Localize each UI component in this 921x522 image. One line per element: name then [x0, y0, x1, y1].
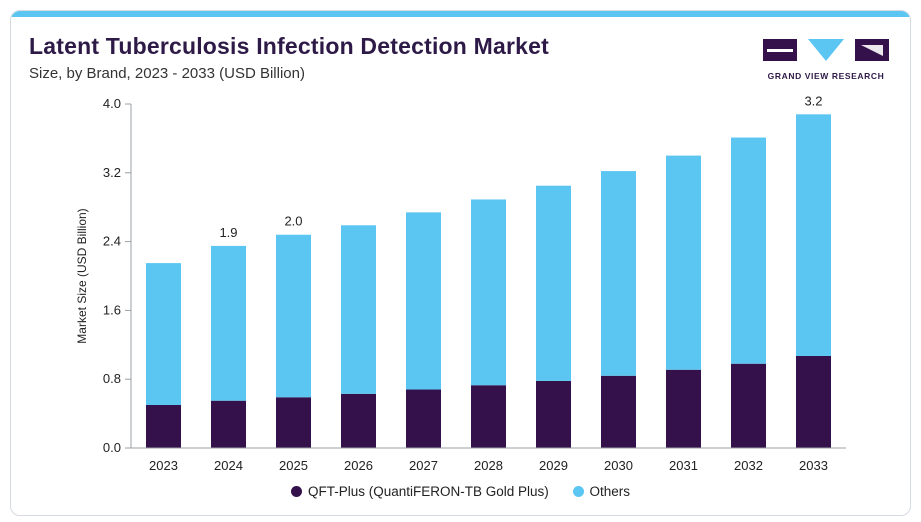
bar-qft-plus — [796, 355, 831, 448]
x-tick-label: 2024 — [214, 458, 243, 473]
bar-others — [146, 263, 181, 405]
logo-text: GRAND VIEW RESEARCH — [767, 71, 885, 81]
bar-others — [601, 171, 636, 376]
legend-item-qft-plus[interactable]: QFT-Plus (QuantiFERON-TB Gold Plus) — [290, 484, 549, 499]
bar-qft-plus — [731, 363, 766, 448]
bar-others — [536, 185, 571, 381]
chart-subtitle: Size, by Brand, 2023 - 2033 (USD Billion… — [29, 65, 305, 82]
x-axis: 2023 2024 2025 2026 2027 2028 2029 2030 2031 2032… — [131, 447, 846, 473]
bar-qft-plus — [146, 405, 181, 448]
x-tick-label: 2028 — [474, 458, 503, 473]
bar-others — [406, 212, 441, 390]
x-tick-label: 2029 — [539, 458, 568, 473]
bar-others — [471, 199, 506, 386]
x-tick-label: 2026 — [344, 458, 373, 473]
legend-item-others[interactable]: Others — [572, 484, 631, 499]
y-tick-label: 0.0 — [103, 440, 121, 455]
legend-label-others: Others — [589, 484, 631, 499]
bar-qft-plus — [666, 369, 701, 448]
y-tick-label: 3.2 — [103, 165, 121, 180]
data-label: 2.0 — [284, 214, 302, 229]
bar-qft-plus — [601, 375, 636, 448]
bar-qft-plus — [276, 397, 311, 448]
x-tick-label: 2033 — [799, 458, 828, 473]
y-tick-label: 4.0 — [103, 96, 121, 111]
bar-qft-plus — [471, 385, 506, 448]
bar-others — [666, 155, 701, 370]
x-tick-label: 2030 — [604, 458, 633, 473]
accent-bar — [11, 11, 910, 17]
x-tick-label: 2032 — [734, 458, 763, 473]
bar-others — [731, 137, 766, 364]
y-tick-label: 1.6 — [103, 302, 121, 317]
bar-qft-plus — [536, 380, 571, 448]
legend-swatch-qft-plus — [290, 486, 302, 497]
grand-view-research-logo: GRAND VIEW RESEARCH — [763, 37, 889, 87]
bar-others — [211, 245, 246, 401]
data-label: 3.2 — [804, 93, 822, 108]
y-tick-label: 2.4 — [103, 234, 121, 249]
chart-title: Latent Tuberculosis Infection Detection … — [29, 33, 549, 59]
bar-others — [276, 234, 311, 398]
data-labels: 1.9 2.0 3.2 — [219, 93, 822, 240]
x-tick-label: 2027 — [409, 458, 438, 473]
x-tick-label: 2031 — [669, 458, 698, 473]
bar-others — [341, 225, 376, 394]
bar-qft-plus — [406, 389, 441, 448]
bars-group — [146, 114, 831, 448]
legend-label-qft-plus: QFT-Plus (QuantiFERON-TB Gold Plus) — [307, 484, 549, 499]
stacked-bar-chart: 0.0 0.8 1.6 2.4 3.2 4.0 Market Size (USD Bill… — [75, 93, 846, 473]
chart-card: Latent Tuberculosis Infection Detection … — [10, 10, 911, 516]
y-tick-label: 0.8 — [103, 371, 121, 386]
legend-swatch-others — [572, 486, 584, 497]
data-label: 1.9 — [219, 225, 237, 240]
bar-qft-plus — [211, 400, 246, 448]
x-tick-label: 2023 — [149, 458, 178, 473]
bar-qft-plus — [341, 393, 376, 448]
legend: QFT-Plus (QuantiFERON-TB Gold Plus) Othe… — [11, 484, 910, 500]
bar-others — [796, 114, 831, 356]
y-axis: 0.0 0.8 1.6 2.4 3.2 4.0 — [103, 96, 132, 455]
x-tick-label: 2025 — [279, 458, 308, 473]
y-axis-label: Market Size (USD Billion) — [75, 208, 89, 343]
logo-mark-icon — [763, 39, 889, 61]
